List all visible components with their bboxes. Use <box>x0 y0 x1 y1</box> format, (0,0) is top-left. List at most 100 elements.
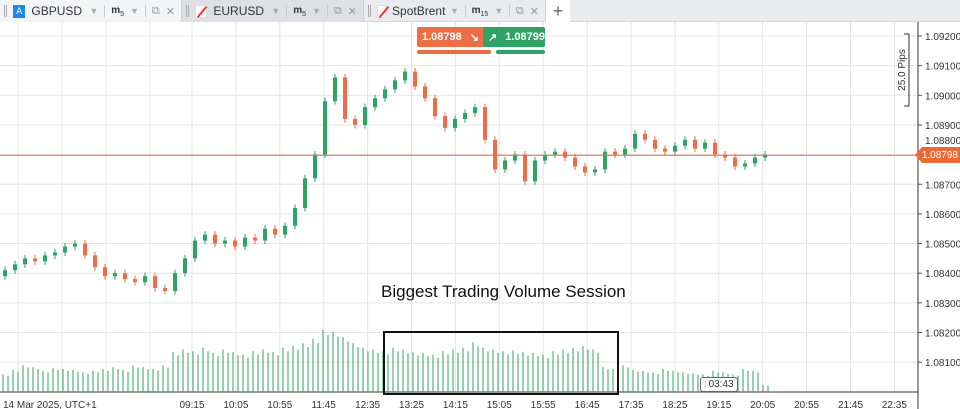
candle <box>243 237 247 247</box>
tab-grip-icon[interactable] <box>186 5 189 17</box>
tab-symbol[interactable]: GBPUSD <box>31 4 83 18</box>
candle <box>323 101 327 155</box>
tab-eurusd[interactable]: EURUSD ▼ m5 ▼ ⧉ ✕ <box>182 0 364 22</box>
timeframe-dropdown-icon[interactable]: ▼ <box>494 6 504 16</box>
time-label: 15:55 <box>531 400 556 409</box>
candle <box>63 246 67 253</box>
symbol-dropdown-icon[interactable]: ▼ <box>271 6 281 16</box>
price-label: 1.08800 <box>925 136 960 147</box>
close-icon[interactable]: ✕ <box>165 5 175 18</box>
candle <box>653 139 657 149</box>
candle <box>613 151 617 155</box>
annotation-text[interactable]: Biggest Trading Volume Session <box>381 282 626 301</box>
buy-price: 1.08799 <box>505 31 545 43</box>
price-label: 1.08300 <box>925 299 960 310</box>
timeframe-select[interactable]: m5 <box>111 4 125 18</box>
pips-measure-label: 25.0 Pips <box>897 49 908 91</box>
price-label: 1.08600 <box>925 210 960 221</box>
candle <box>543 154 547 161</box>
candle <box>693 139 697 149</box>
detach-icon[interactable]: ⧉ <box>515 4 524 17</box>
candle <box>143 276 147 283</box>
close-icon[interactable]: ✕ <box>347 5 358 18</box>
candle <box>373 98 377 108</box>
tab-symbol[interactable]: EURUSD <box>213 4 265 18</box>
candle <box>333 77 337 102</box>
candle <box>233 240 237 247</box>
timeframe-dropdown-icon[interactable]: ▼ <box>130 6 139 16</box>
candle <box>733 157 737 167</box>
time-label: 12:35 <box>355 400 380 409</box>
time-label: 20:55 <box>794 400 819 409</box>
detach-icon[interactable]: ⧉ <box>333 4 342 17</box>
time-label: 15:05 <box>487 400 512 409</box>
tab-gbpusd[interactable]: A GBPUSD ▼ m5 ▼ ⧉ ✕ <box>0 0 182 22</box>
candle <box>3 270 7 277</box>
candle <box>133 279 137 283</box>
timeframe-select[interactable]: m5 <box>293 4 307 18</box>
candle <box>13 264 17 271</box>
symbol-icon <box>194 4 208 18</box>
price-label: 1.08200 <box>925 329 960 340</box>
symbol-dropdown-icon[interactable]: ▼ <box>450 6 459 16</box>
candle <box>553 151 557 155</box>
candle <box>493 139 497 170</box>
candle <box>663 148 667 152</box>
candle <box>713 142 717 155</box>
time-label: 21:45 <box>838 400 863 409</box>
candle <box>433 98 437 117</box>
candle <box>643 133 647 140</box>
time-label: 18:25 <box>662 400 687 409</box>
price-chart[interactable]: 1.092001.091001.090001.089001.088001.087… <box>0 22 960 409</box>
arrow-down-right-icon: ↘ <box>469 31 479 44</box>
candle <box>513 154 517 161</box>
sell-price: 1.08798 <box>422 31 462 43</box>
candle <box>173 273 177 291</box>
candle <box>53 252 57 256</box>
candle <box>453 119 457 128</box>
time-label: 22:35 <box>882 400 907 409</box>
tab-spotbrent[interactable]: SpotBrent ▼ m15 ▼ ⧉ ✕ <box>364 0 546 22</box>
candle <box>113 273 117 277</box>
candle <box>83 243 87 256</box>
candle <box>413 71 417 87</box>
sell-volume-bar <box>417 50 491 54</box>
time-label: 20:05 <box>750 400 775 409</box>
tab-symbol[interactable]: SpotBrent <box>392 4 446 18</box>
detach-icon[interactable]: ⧉ <box>151 4 160 17</box>
sell-button[interactable]: 1.08798 ↘ <box>417 27 491 47</box>
candle <box>483 107 487 140</box>
candle <box>103 267 107 277</box>
time-label: 13:25 <box>399 400 424 409</box>
volume-session-rectangle[interactable] <box>383 331 619 395</box>
candle <box>43 255 47 262</box>
candle <box>273 228 277 235</box>
price-label: 1.09100 <box>925 62 960 73</box>
candle <box>213 234 217 244</box>
candle <box>423 86 427 99</box>
candle <box>753 157 757 164</box>
candle <box>123 273 127 280</box>
candle <box>163 288 167 291</box>
candle <box>363 107 367 125</box>
timeframe-dropdown-icon[interactable]: ▼ <box>312 6 321 16</box>
candle <box>523 154 527 182</box>
candle <box>353 119 357 125</box>
candle <box>463 113 467 120</box>
candle <box>193 240 197 259</box>
candle <box>593 169 597 173</box>
tab-grip-icon[interactable] <box>4 5 7 17</box>
symbol-dropdown-icon[interactable]: ▼ <box>89 6 99 16</box>
add-tab-button[interactable]: + <box>546 0 570 22</box>
candle <box>253 237 257 241</box>
current-price-tag: 1.08798 <box>915 147 960 163</box>
timeframe-select[interactable]: m15 <box>471 4 489 18</box>
price-label: 1.08500 <box>925 240 960 251</box>
close-icon[interactable]: ✕ <box>529 5 539 18</box>
candle <box>23 258 27 265</box>
time-label: 09:15 <box>179 400 204 409</box>
tab-grip-icon[interactable] <box>368 5 371 17</box>
candle <box>623 148 627 155</box>
candle <box>293 207 297 226</box>
buy-button[interactable]: ↗ 1.08799 <box>483 27 545 47</box>
